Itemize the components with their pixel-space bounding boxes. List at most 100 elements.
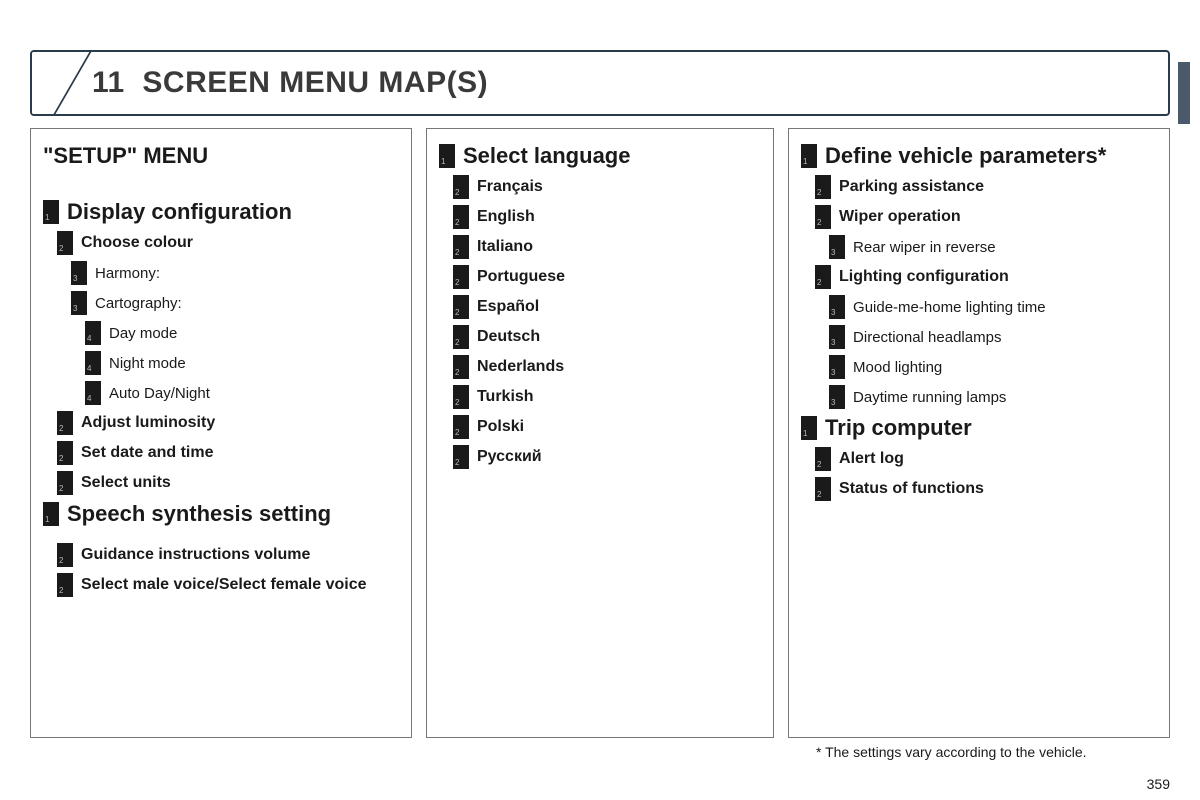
menu-item: 2 Nederlands: [439, 355, 761, 379]
menu-item-label: Night mode: [109, 355, 186, 372]
menu-item: 1Trip computer: [801, 415, 1157, 441]
menu-item: 2Alert log: [801, 447, 1157, 471]
col2-list: 1Select language2Français2English2Italia…: [439, 143, 761, 469]
menu-item: 2 Wiper operation: [801, 205, 1157, 229]
spacer: [43, 533, 399, 543]
chapter-banner: 11 SCREEN MENU MAP(S): [30, 50, 1170, 116]
menu-item-label: English: [477, 208, 535, 226]
menu-item-label: Polski: [477, 418, 524, 436]
level-marker: 2: [57, 543, 73, 567]
menu-item: 4 Auto Day/Night: [43, 381, 399, 405]
level-marker: 2: [57, 471, 73, 495]
menu-item-label: Turkish: [477, 388, 534, 406]
menu-item: 3 Rear wiper in reverse: [801, 235, 1157, 259]
menu-item-label: Español: [477, 298, 539, 316]
menu-item-label: Display configuration: [67, 199, 292, 225]
menu-item-label: Mood lighting: [853, 359, 942, 376]
chapter-number: 11: [92, 66, 125, 99]
menu-item-label: Lighting configuration: [839, 268, 1009, 286]
level-marker: 2: [57, 441, 73, 465]
menu-item-label: Select male voice/Select female voice: [81, 576, 367, 594]
menu-item: 3 Mood lighting: [801, 355, 1157, 379]
menu-item-label: Select units: [81, 474, 171, 492]
menu-item-label: Define vehicle parameters*: [825, 143, 1106, 169]
menu-item: 2Adjust luminosity: [43, 411, 399, 435]
menu-item: 2English: [439, 205, 761, 229]
menu-item-label: Rear wiper in reverse: [853, 239, 996, 256]
menu-item-label: Auto Day/Night: [109, 385, 210, 402]
menu-item: 3Cartography:: [43, 291, 399, 315]
level-marker: 2: [815, 205, 831, 229]
column-setup: "SETUP" MENU 1 Display configuration 2Choo…: [30, 128, 412, 738]
menu-item: 3 Directional headlamps: [801, 325, 1157, 349]
menu-item: 2 Français: [439, 175, 761, 199]
chapter-title-text: SCREEN MENU MAP(S): [142, 66, 488, 99]
menu-item: 2 Deutsch: [439, 325, 761, 349]
level-marker: 3: [829, 235, 845, 259]
level-marker: 1: [43, 502, 59, 526]
menu-item: 2 Parking assistance: [801, 175, 1157, 199]
menu-item: 2 Lighting configuration: [801, 265, 1157, 289]
level-marker: 2: [453, 295, 469, 319]
level-marker: 3: [829, 325, 845, 349]
col1-list: 1Display configuration2Choose colour3Har…: [43, 199, 399, 597]
menu-item-label: Русский: [477, 448, 542, 466]
menu-item: 2 Select units: [43, 471, 399, 495]
menu-item-label: Daytime running lamps: [853, 389, 1006, 406]
setup-menu-title: "SETUP" MENU: [43, 143, 399, 169]
page-number: 359: [1147, 776, 1170, 792]
menu-item: 1 Speech synthesis setting: [43, 501, 399, 527]
menu-item: 2 Polski: [439, 415, 761, 439]
level-marker: 2: [453, 445, 469, 469]
level-marker: 4: [85, 381, 101, 405]
level-marker: 2: [453, 325, 469, 349]
menu-item: 3Daytime running lamps: [801, 385, 1157, 409]
menu-item-label: Deutsch: [477, 328, 540, 346]
level-marker: 1: [43, 200, 59, 224]
level-marker: 3: [829, 295, 845, 319]
menu-item-label: Directional headlamps: [853, 329, 1001, 346]
menu-item-label: Cartography:: [95, 295, 182, 312]
menu-item-label: Portuguese: [477, 268, 565, 286]
menu-item: 2Choose colour: [43, 231, 399, 255]
level-marker: 3: [829, 355, 845, 379]
level-marker: 2: [57, 231, 73, 255]
menu-item-label: Speech synthesis setting: [67, 501, 331, 527]
col3-list: 1 Define vehicle parameters* 2 Parking assi…: [801, 143, 1157, 501]
level-marker: 4: [85, 351, 101, 375]
column-language: 1Select language2Français2English2Italia…: [426, 128, 774, 738]
level-marker: 2: [453, 175, 469, 199]
menu-item-label: Guide-me-home lighting time: [853, 299, 1046, 316]
menu-item-label: Adjust luminosity: [81, 414, 215, 432]
level-marker: 1: [801, 416, 817, 440]
side-tab: [1178, 62, 1190, 124]
column-vehicle: 1 Define vehicle parameters* 2 Parking assi…: [788, 128, 1170, 738]
menu-item-label: Parking assistance: [839, 178, 984, 196]
menu-item-label: Nederlands: [477, 358, 564, 376]
level-marker: 2: [453, 415, 469, 439]
level-marker: 2: [453, 385, 469, 409]
level-marker: 2: [815, 175, 831, 199]
level-marker: 2: [453, 265, 469, 289]
menu-item-label: Italiano: [477, 238, 533, 256]
menu-item: 2 Set date and time: [43, 441, 399, 465]
menu-item-label: Wiper operation: [839, 208, 961, 226]
level-marker: 1: [439, 144, 455, 168]
menu-item-label: Status of functions: [839, 480, 984, 498]
level-marker: 1: [801, 144, 817, 168]
level-marker: 2: [815, 265, 831, 289]
menu-item-label: Set date and time: [81, 444, 213, 462]
level-marker: 2: [453, 235, 469, 259]
menu-item: 3 Guide-me-home lighting time: [801, 295, 1157, 319]
menu-item: 2 Turkish: [439, 385, 761, 409]
footnote: * The settings vary according to the veh…: [30, 744, 1170, 760]
level-marker: 4: [85, 321, 101, 345]
level-marker: 2: [453, 355, 469, 379]
level-marker: 2: [815, 447, 831, 471]
level-marker: 2: [57, 573, 73, 597]
menu-item-label: Français: [477, 178, 543, 196]
menu-item: 2 Русский: [439, 445, 761, 469]
menu-item: 1 Display configuration: [43, 199, 399, 225]
menu-item: 2 Español: [439, 295, 761, 319]
menu-item-label: Select language: [463, 143, 631, 169]
